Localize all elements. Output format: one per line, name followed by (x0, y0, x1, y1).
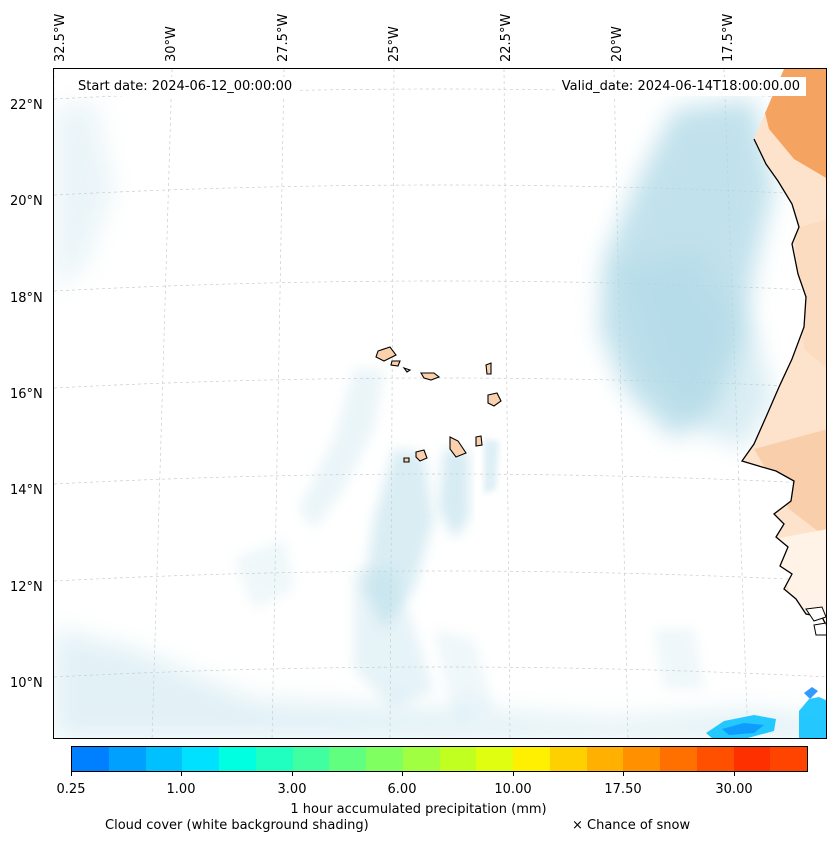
colorbar-tick-0-25: 0.25 (56, 782, 86, 797)
snow-legend: × Chance of snow (572, 818, 691, 833)
colorbar-segment (219, 747, 256, 771)
colorbar-segment (696, 747, 734, 771)
precipitation-colorbar (71, 746, 808, 772)
colorbar-segment (182, 747, 219, 771)
cape-verde-islands (375, 346, 502, 463)
colorbar-segment (513, 747, 550, 771)
colorbar-segment (623, 747, 660, 771)
map-canvas (54, 69, 826, 738)
lat-label-12n: 12°N (10, 580, 43, 595)
colorbar-tickmark (402, 772, 403, 776)
colorbar-tick-17-50: 17.50 (604, 782, 642, 797)
colorbar-tick-30-00: 30.00 (715, 782, 753, 797)
cloud-cover-legend: Cloud cover (white background shading) (105, 818, 369, 833)
colorbar-segment (770, 747, 807, 771)
colorbar-segment (108, 747, 146, 771)
colorbar-segment (439, 747, 477, 771)
colorbar-tick-6-00: 6.00 (387, 782, 417, 797)
colorbar-label: 1 hour accumulated precipitation (mm) (290, 802, 547, 817)
valid-date-label: Valid_date: 2024-06-14T18:00:00.00 (555, 77, 806, 96)
colorbar-segment (366, 747, 403, 771)
island-sal (485, 362, 492, 375)
lon-label-22-5w: 22.5°W (499, 13, 514, 62)
island-santa-luzia (402, 366, 412, 373)
start-date-label: Start date: 2024-06-12_00:00:00 (72, 77, 299, 96)
cloud-cover-shading (54, 99, 826, 738)
map-panel[interactable]: Start date: 2024-06-12_00:00:00 Valid_da… (53, 68, 827, 739)
colorbar-segment (476, 747, 513, 771)
lon-label-20w: 20°W (610, 26, 625, 62)
colorbar-tickmark (513, 772, 514, 776)
coastal-islands (805, 606, 826, 636)
colorbar-segment (549, 747, 587, 771)
lat-label-14n: 14°N (10, 483, 43, 498)
colorbar-tick-10-00: 10.00 (494, 782, 532, 797)
lat-label-10n: 10°N (10, 676, 43, 691)
island-maio (475, 435, 483, 447)
colorbar-tickmark (623, 772, 624, 776)
lat-label-16n: 16°N (10, 387, 43, 402)
colorbar-tick-1-00: 1.00 (166, 782, 196, 797)
lon-label-27-5w: 27.5°W (276, 13, 291, 62)
lon-label-17-5w: 17.5°W (721, 13, 736, 62)
colorbar-segment (145, 747, 183, 771)
lon-label-30w: 30°W (164, 26, 179, 62)
colorbar-tickmark (71, 772, 72, 776)
colorbar-segment (402, 747, 440, 771)
rain-shading (706, 687, 826, 738)
colorbar-segment (292, 747, 330, 771)
lon-label-25w: 25°W (387, 26, 402, 62)
colorbar-tickmark (734, 772, 735, 776)
colorbar-tickmark (181, 772, 182, 776)
africa-coastline (740, 138, 826, 627)
colorbar-segment (72, 747, 109, 771)
island-santiago (449, 436, 467, 458)
colorbar-segment (329, 747, 366, 771)
lat-label-18n: 18°N (10, 291, 43, 306)
colorbar-tickmark (292, 772, 293, 776)
lat-label-20n: 20°N (10, 194, 43, 209)
island-santo-antao (375, 346, 397, 362)
island-fogo (415, 449, 428, 462)
lat-label-22n: 22°N (10, 98, 43, 113)
lon-label-32-5w: 32.5°W (53, 13, 68, 62)
colorbar-segment (733, 747, 771, 771)
island-sao-vicente (390, 360, 401, 367)
island-boa-vista (487, 392, 502, 407)
colorbar-tick-3-00: 3.00 (277, 782, 307, 797)
colorbar-segment (660, 747, 697, 771)
island-sao-nicolau (420, 372, 441, 381)
island-brava (403, 457, 410, 463)
colorbar-segment (255, 747, 293, 771)
colorbar-segment (586, 747, 624, 771)
